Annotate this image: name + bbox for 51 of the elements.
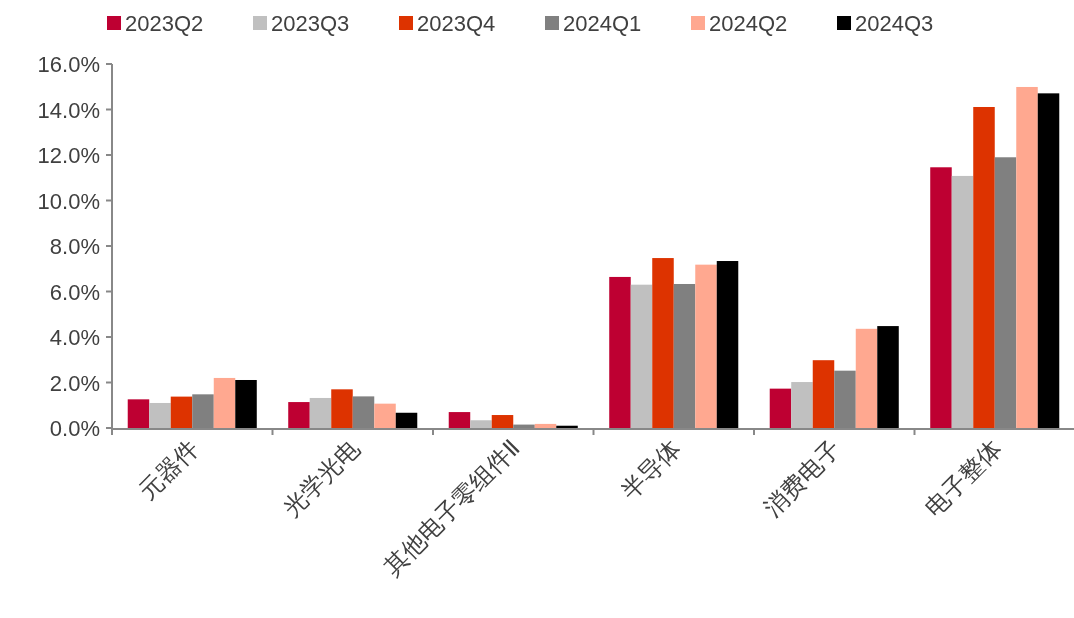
x-tick-label: 半导体 [615, 434, 686, 505]
bar [127, 399, 150, 428]
y-tick-label: 16.0% [37, 52, 100, 77]
legend-label: 2023Q4 [417, 11, 496, 36]
bar [630, 284, 653, 428]
bar [491, 415, 514, 428]
y-tick-label: 2.0% [49, 370, 100, 396]
bar [695, 264, 717, 428]
bar [395, 412, 418, 428]
bar [331, 389, 353, 428]
legend-label: 2023Q2 [125, 11, 204, 36]
y-tick-label: 8.0% [49, 234, 100, 259]
bar [374, 403, 396, 428]
bar [877, 326, 899, 428]
bar [470, 420, 492, 428]
y-tick-label: 10.0% [37, 188, 100, 214]
bar [1016, 86, 1038, 428]
bar [149, 402, 171, 428]
bar [973, 107, 995, 428]
x-tick-label: 元器件 [133, 434, 204, 505]
bar [170, 396, 193, 428]
x-tick-label: 电子整体 [919, 434, 1007, 522]
bar [534, 423, 557, 428]
y-tick-label: 4.0% [49, 325, 100, 350]
bar [812, 360, 835, 428]
bar [652, 258, 674, 428]
bar [309, 397, 332, 428]
legend-label: 2023Q3 [271, 11, 350, 36]
y-tick-label: 0.0% [49, 416, 100, 441]
bar [235, 380, 257, 428]
bar [930, 167, 952, 428]
bar [951, 175, 974, 428]
x-tick-label: 消费电子 [758, 434, 846, 522]
legend-label: 2024Q1 [563, 11, 642, 36]
bar [769, 388, 792, 428]
bar [855, 328, 878, 428]
x-tick-label: 其他电子零组件Ⅱ [378, 434, 525, 581]
bar [448, 412, 471, 428]
bar [1037, 93, 1060, 428]
bar [556, 425, 578, 428]
legend-label: 2024Q2 [709, 11, 788, 36]
bar [791, 382, 813, 428]
bar [213, 377, 236, 428]
bar [609, 276, 631, 428]
x-tick-label: 光学光电 [277, 434, 365, 522]
legend-label: 2024Q3 [855, 11, 934, 36]
y-tick-label: 12.0% [37, 143, 100, 168]
bar [288, 402, 310, 428]
y-tick-label: 14.0% [37, 97, 100, 123]
bar [716, 261, 739, 428]
y-tick-label: 6.0% [49, 279, 100, 305]
